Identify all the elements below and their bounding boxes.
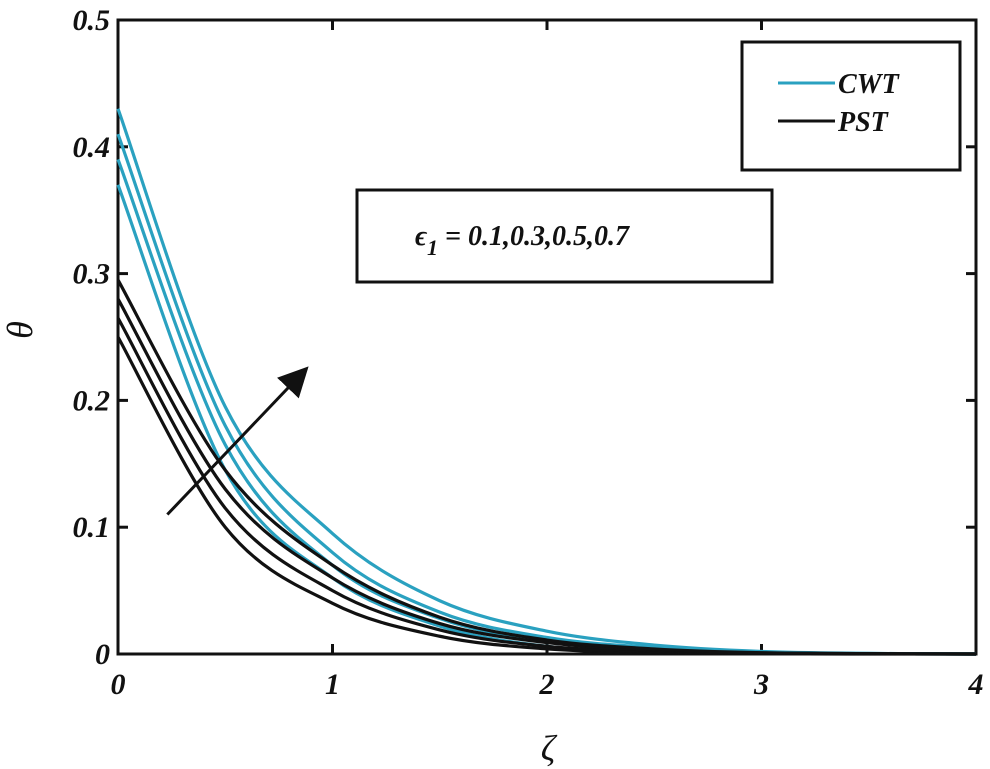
x-tick-label: 3 (753, 668, 769, 701)
x-tick-label: 2 (539, 668, 555, 701)
trend-arrow (166, 366, 309, 516)
y-axis-title: θ (0, 321, 40, 339)
y-tick-label: 0 (95, 638, 110, 671)
annotation-subscript: 1 (427, 235, 438, 260)
series-lines (116, 108, 977, 656)
x-tick-label: 1 (325, 668, 340, 701)
legend-label-pst: PST (837, 107, 890, 138)
legend-box (740, 40, 962, 172)
y-tick-label: 0.1 (73, 511, 111, 544)
series-line-pst-2 (116, 317, 977, 656)
y-tick-label: 0.5 (73, 4, 111, 37)
annotation-box (355, 188, 774, 284)
y-tick-label: 0.3 (73, 258, 111, 291)
annotation-values: = 0.1,0.3,0.5,0.7 (438, 221, 630, 252)
x-tick-label: 4 (968, 668, 984, 701)
x-axis-title: ζ (541, 728, 558, 768)
annotation-symbol: ϵ (415, 221, 428, 252)
series-line-pst-3 (116, 298, 977, 656)
x-tick-label: 0 (111, 668, 126, 701)
y-tick-label: 0.2 (73, 384, 111, 417)
series-line-pst-4 (116, 279, 977, 656)
legend-label-cwt: CWT (838, 69, 901, 100)
y-tick-label: 0.4 (73, 131, 111, 164)
parameter-annotation: ϵ1 = 0.1,0.3,0.5,0.7 (355, 188, 774, 284)
annotation-text: ϵ1 = 0.1,0.3,0.5,0.7 (415, 221, 630, 260)
legend: CWT PST (740, 40, 962, 172)
